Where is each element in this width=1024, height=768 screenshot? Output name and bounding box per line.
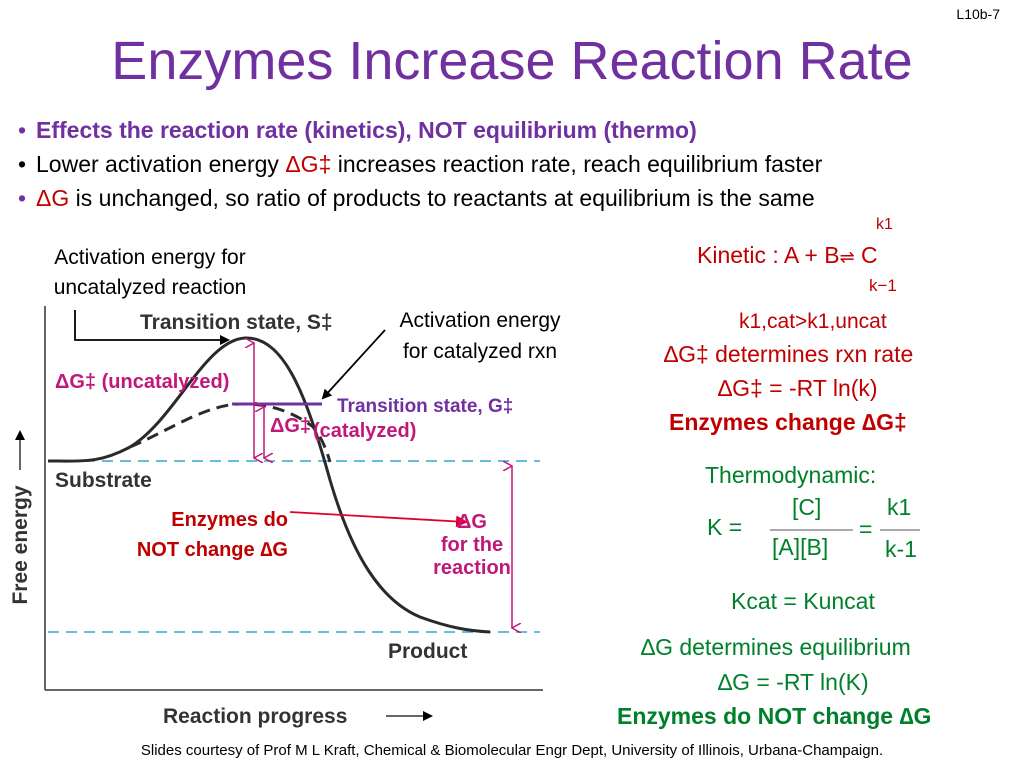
bullet-3-symbol: ΔG xyxy=(36,185,70,211)
catalyzed-note-line-1: Activation energy xyxy=(399,309,561,332)
kinetic-line-1: ∆G‡ determines rxn rate xyxy=(664,341,914,367)
k-reverse: k−1 xyxy=(869,276,897,295)
thermo-line-1: ∆G determines equilibrium xyxy=(641,634,911,660)
slide-number: L10b-7 xyxy=(956,6,1000,22)
catalyzed-note-line-2: for catalyzed rxn xyxy=(402,340,558,363)
uncatalyzed-note-line-2: uncatalyzed reaction xyxy=(53,276,247,299)
kcat-equation: Kcat = Kuncat xyxy=(731,588,875,614)
no-change-line-2: NOT change ∆G xyxy=(136,539,288,561)
slide-title: Enzymes Increase Reaction Rate xyxy=(111,31,913,91)
catalyzed-note-arrow xyxy=(321,329,386,400)
kinetic-line-2: ∆G‡ = -RT ln(k) xyxy=(718,375,878,401)
k-forward: k1 xyxy=(876,216,893,233)
k-numerator: [C] xyxy=(792,494,822,520)
transition-state-s-label: Transition state, S‡ xyxy=(140,311,333,334)
rate-numerator: k1 xyxy=(887,494,912,520)
thermo-line-2: ∆G = -RT ln(K) xyxy=(718,669,869,695)
uncatalyzed-curve xyxy=(47,336,491,634)
k-symbol: K = xyxy=(707,514,743,540)
bullet-2-symbol: ΔG‡ xyxy=(285,151,332,177)
catalyzed-note: Activation energy for catalyzed rxn xyxy=(370,305,590,367)
bullet-dot: • xyxy=(18,151,27,177)
bullet-1: • Effects the reaction rate (kinetics), N… xyxy=(18,117,697,144)
x-axis-label: Reaction progress xyxy=(163,705,347,728)
dg-uncatalyzed-label: ΔG‡ (uncatalyzed) xyxy=(55,371,229,393)
catalyzed-curve xyxy=(129,402,332,463)
k-equals: = xyxy=(859,516,873,542)
bullet-dot: • xyxy=(18,185,27,211)
no-change-note: Enzymes do NOT change ∆G xyxy=(60,505,288,565)
thermo-line-3: Enzymes do NOT change ∆G xyxy=(617,703,932,729)
substrate-label: Substrate xyxy=(55,469,152,492)
kinetic-label: Kinetic : A + B xyxy=(697,242,840,268)
dg-reaction-label-3: reaction xyxy=(433,557,511,579)
k-denominator: [A][B] xyxy=(772,534,829,560)
kinetic-line-3: Enzymes change ∆G‡ xyxy=(669,409,907,435)
transition-state-g-label: Transition state, G‡ xyxy=(337,396,514,417)
bullet-dot: • xyxy=(18,117,27,143)
kinetic-equation: Kinetic : A + B⇌ C xyxy=(697,242,878,269)
uncatalyzed-note-arrow xyxy=(74,310,230,345)
uncatalyzed-note-line-1: Activation energy for xyxy=(54,246,246,269)
y-axis-label: Free energy xyxy=(9,485,32,604)
no-change-line-1: Enzymes do xyxy=(171,509,288,531)
dg-reaction-label-1: ΔG xyxy=(457,511,487,533)
footer-credit: Slides courtesy of Prof M L Kraft, Chemi… xyxy=(140,742,884,759)
k-compare: k1,cat>k1,uncat xyxy=(739,310,887,333)
dg-catalyzed-label-1: ΔG‡ xyxy=(270,415,311,437)
dg-catalyzed-label-2: (catalyzed) xyxy=(313,420,416,442)
dg-reaction-label-2: for the xyxy=(441,534,503,556)
product-label: Product xyxy=(388,640,467,663)
bullet-2-pre: Lower activation energy xyxy=(36,151,286,177)
uncatalyzed-note: Activation energy for uncatalyzed reacti… xyxy=(20,243,280,303)
bullet-3: • ΔG is unchanged, so ratio of products t… xyxy=(18,185,815,212)
bullet-2: • Lower activation energy ΔG‡ increases r… xyxy=(18,151,822,178)
no-change-arrow xyxy=(289,511,468,528)
equilibrium-arrows-icon: ⇌ xyxy=(839,247,855,267)
rate-denominator: k-1 xyxy=(885,536,917,562)
thermo-heading: Thermodynamic: xyxy=(705,462,877,488)
bullet-2-post: increases reaction rate, reach equilibri… xyxy=(331,151,823,177)
bullet-3-post: is unchanged, so ratio of products to re… xyxy=(69,185,815,211)
kinetic-product: C xyxy=(861,242,878,268)
bullet-1-text: Effects the reaction rate (kinetics), NO… xyxy=(36,117,697,143)
